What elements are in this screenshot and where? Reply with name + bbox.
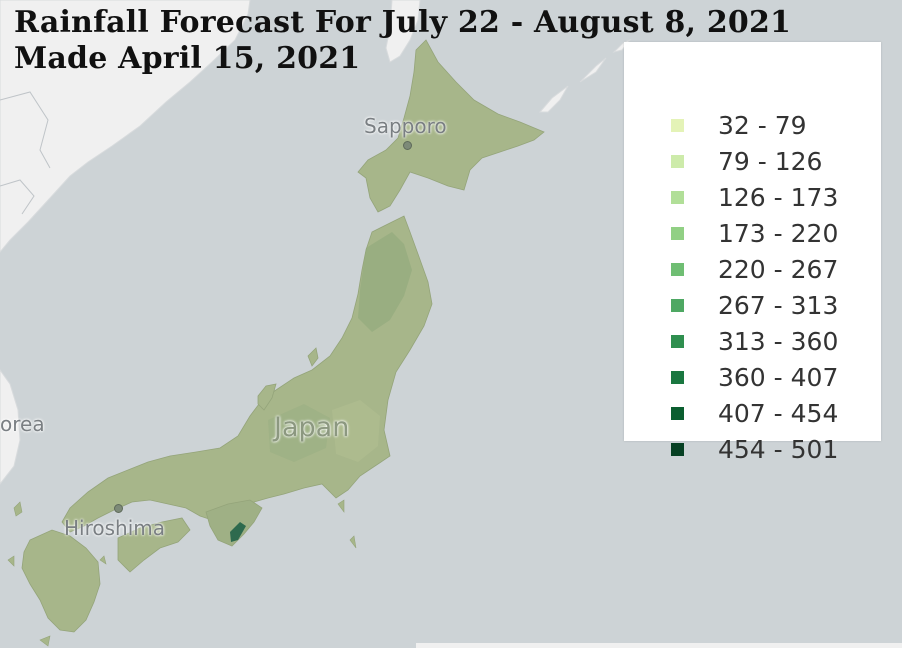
kyushu — [21, 529, 101, 633]
title-line-2: Made April 15, 2021 — [14, 41, 361, 76]
legend-item: 313 - 360 — [624, 324, 881, 360]
legend-item: 220 - 267 — [624, 252, 881, 288]
legend-item: 173 - 220 — [624, 216, 881, 252]
tohoku-shading — [358, 232, 412, 332]
legend-label: 220 - 267 — [718, 255, 839, 284]
small-islands — [7, 499, 357, 647]
high-rainfall-area — [230, 522, 246, 542]
city-label-sapporo: Sapporo — [364, 114, 447, 138]
title-line-1: Rainfall Forecast For July 22 - August 8… — [14, 5, 792, 40]
kuril-islands — [538, 38, 632, 113]
legend-item: 126 - 173 — [624, 180, 881, 216]
kanto-shading — [332, 400, 380, 462]
city-label-hiroshima: Hiroshima — [64, 516, 166, 540]
noto-peninsula — [257, 383, 277, 411]
legend-label: 454 - 501 — [718, 435, 839, 464]
hokkaido — [357, 39, 545, 213]
legend-swatch — [671, 407, 684, 420]
sakhalin — [385, 0, 421, 63]
legend-label: 360 - 407 — [718, 363, 839, 392]
country-label-japan: Japan — [274, 412, 350, 443]
legend-item: 79 - 126 — [624, 144, 881, 180]
legend-swatch — [671, 263, 684, 276]
legend-label: 126 - 173 — [718, 183, 839, 212]
sado-island — [307, 347, 319, 367]
legend-item: 267 - 313 — [624, 288, 881, 324]
legend-swatch — [671, 371, 684, 384]
legend-label: 313 - 360 — [718, 327, 839, 356]
legend-swatch — [671, 335, 684, 348]
kii-peninsula — [205, 499, 263, 547]
legend-swatch — [671, 227, 684, 240]
country-label-korea: orea — [0, 412, 45, 436]
legend-swatch — [671, 119, 684, 132]
legend-label: 173 - 220 — [718, 219, 839, 248]
legend-label: 79 - 126 — [718, 147, 823, 176]
legend-label: 267 - 313 — [718, 291, 839, 320]
asia-mainland — [0, 0, 251, 253]
legend-item: 407 - 454 — [624, 396, 881, 432]
chubu-shading — [268, 404, 330, 462]
legend-item: 454 - 501 — [624, 432, 881, 468]
legend-swatch — [671, 155, 684, 168]
city-dot-hiroshima — [114, 504, 123, 513]
legend-swatch — [671, 191, 684, 204]
legend-swatch — [671, 443, 684, 456]
shikoku — [117, 517, 191, 573]
asia-borders — [0, 91, 51, 215]
korea-peninsula — [0, 369, 21, 485]
city-dot-sapporo — [403, 141, 412, 150]
legend-item: 360 - 407 — [624, 360, 881, 396]
legend-item: 32 - 79 — [624, 108, 881, 144]
legend-swatch — [671, 299, 684, 312]
legend: 32 - 79 79 - 126 126 - 173 173 - 220 220… — [624, 42, 881, 464]
legend-label: 407 - 454 — [718, 399, 839, 428]
bottom-strip — [416, 643, 902, 648]
legend-label: 32 - 79 — [718, 111, 807, 140]
